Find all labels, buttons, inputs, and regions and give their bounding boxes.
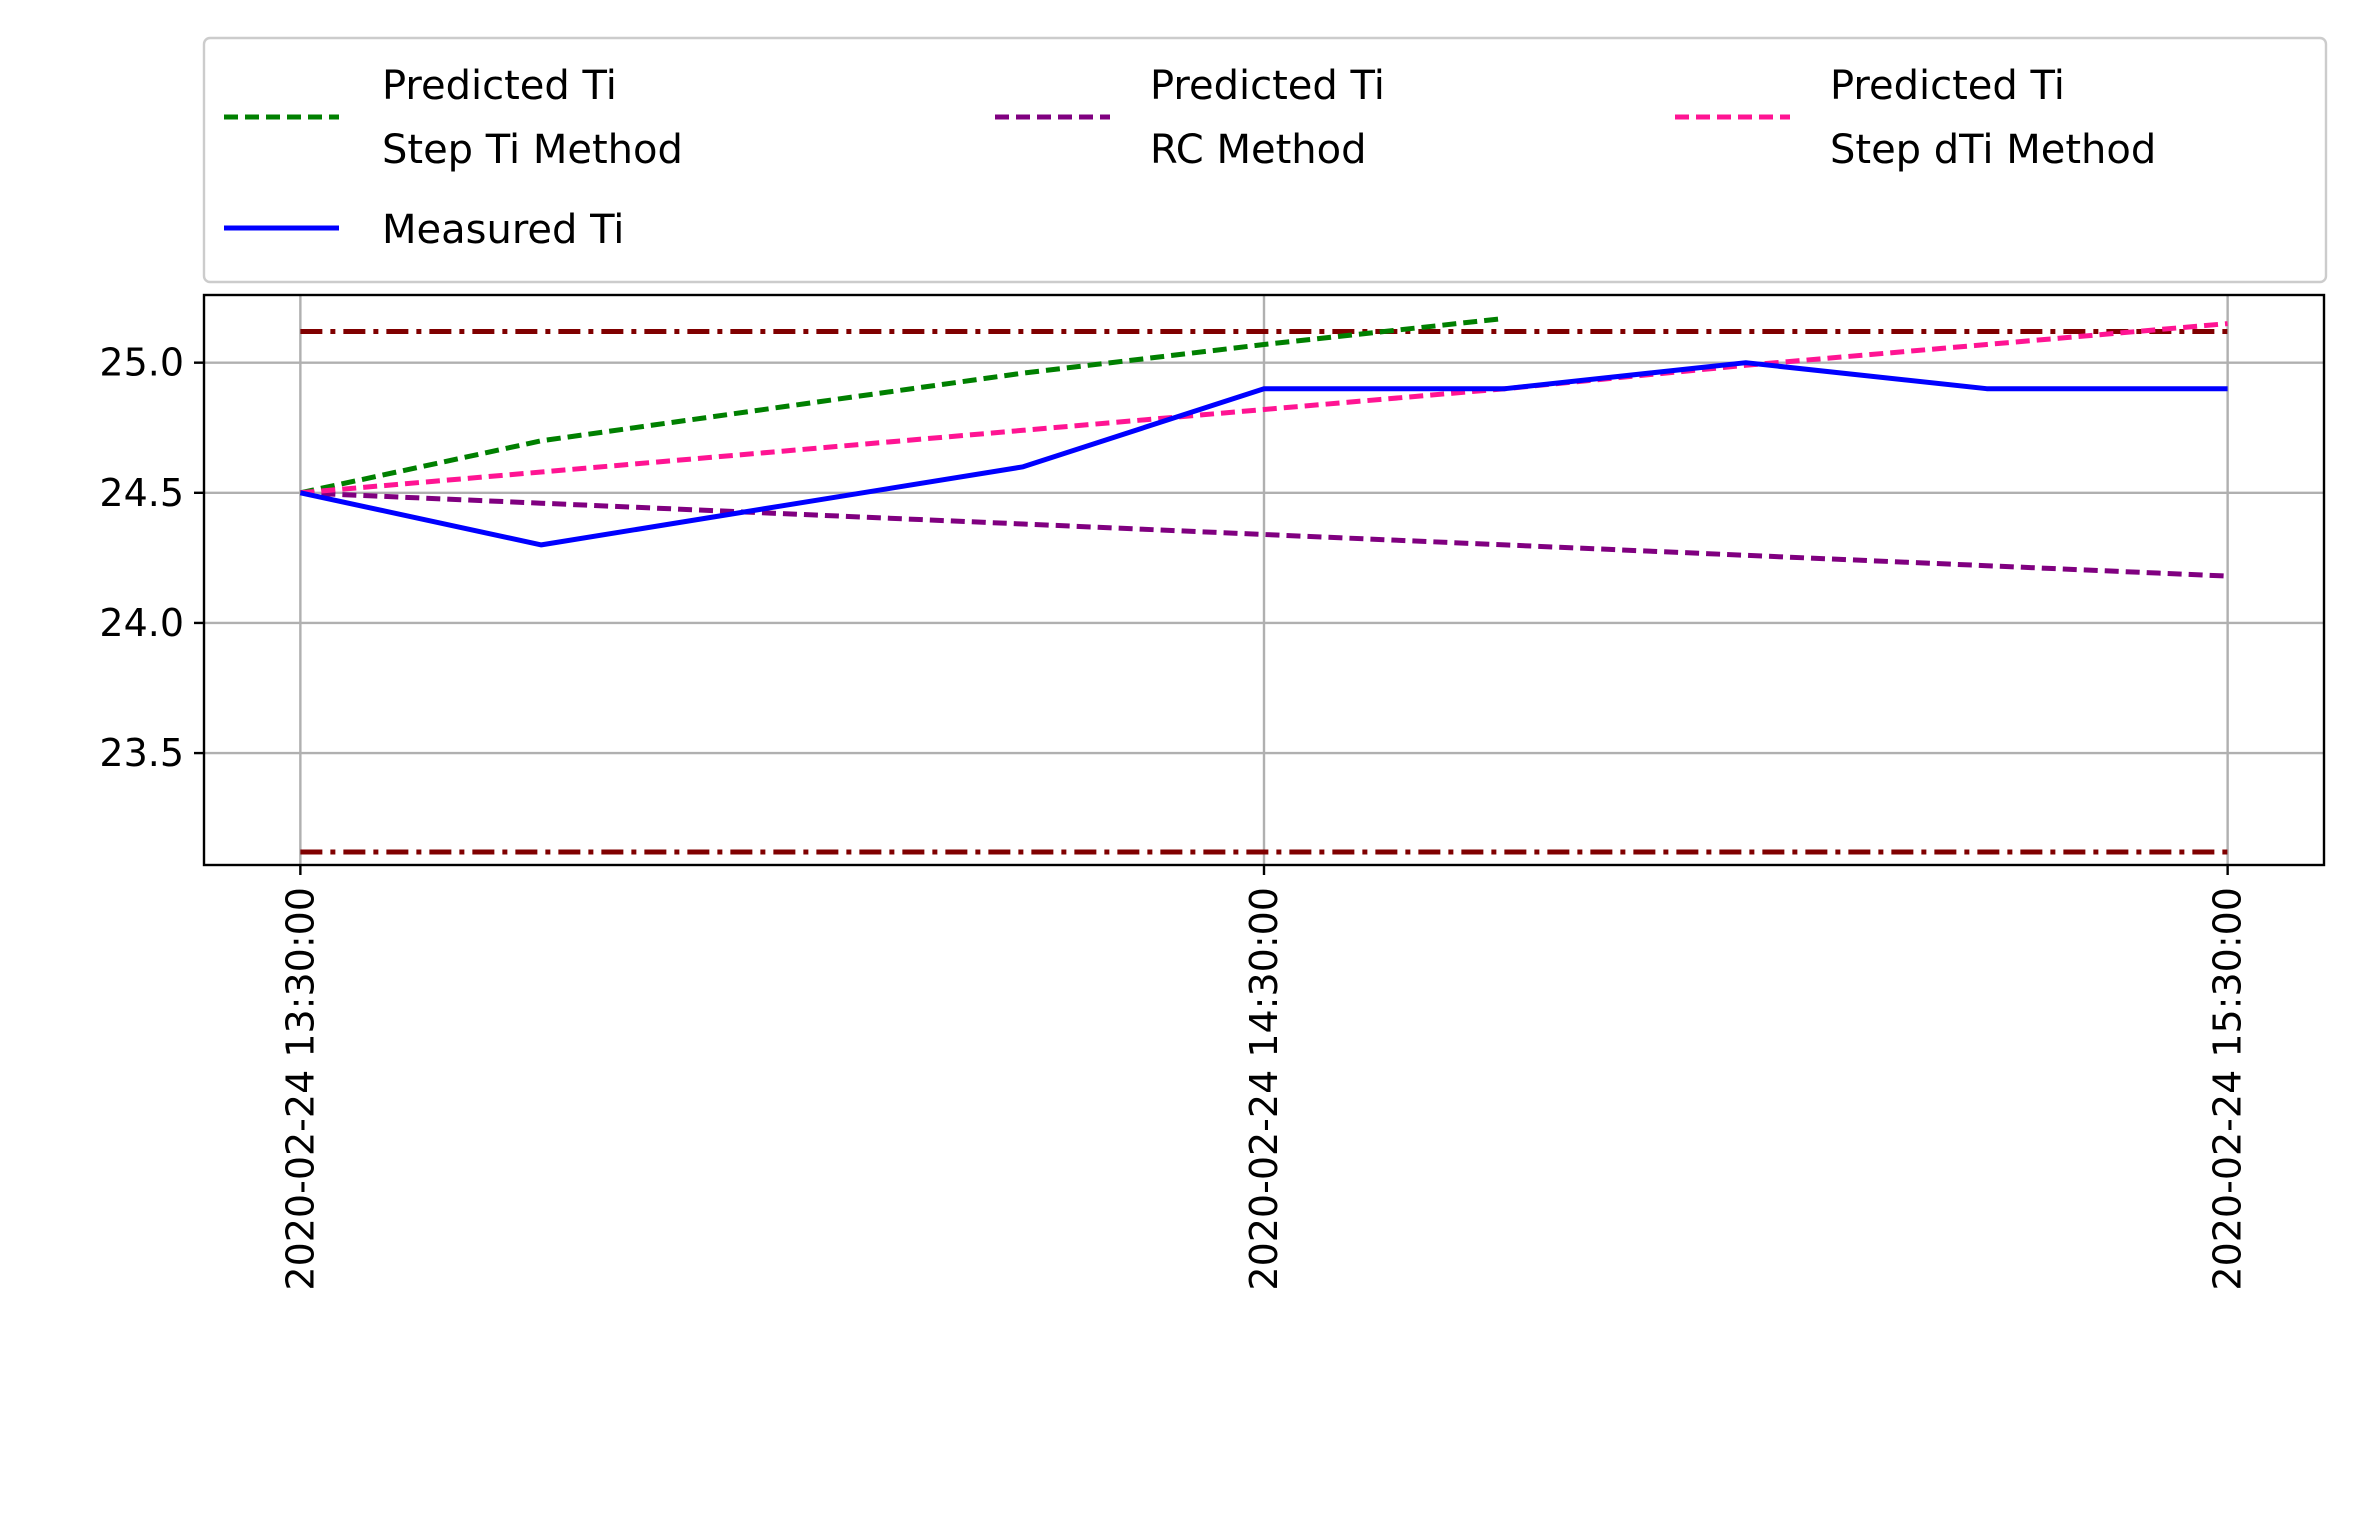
- data-layer: [299, 315, 2228, 855]
- x-tick-label: 2020-02-24 13:30:00: [278, 887, 322, 1291]
- y-tick-label: 24.5: [99, 471, 184, 515]
- y-axis: 23.5 24.0 24.5 25.0: [99, 341, 204, 775]
- rc-predicted-line: [300, 490, 2228, 579]
- legend-label: Predicted Ti: [1150, 63, 1385, 109]
- measured-ti-line: [299, 360, 2228, 548]
- legend-label: Step Ti Method: [382, 127, 683, 173]
- legend-label: Step dTi Method: [1830, 127, 2156, 173]
- legend-item-step-dti: Predicted Ti Step dTi Method: [1675, 63, 2156, 173]
- legend-label: RC Method: [1150, 127, 1366, 173]
- y-tick-label: 25.0: [99, 341, 184, 385]
- legend-label: Predicted Ti: [1830, 63, 2065, 109]
- legend-item-rc: Predicted Ti RC Method: [995, 63, 1385, 173]
- legend-box: [202, 36, 2328, 284]
- legend-item-measured-ti: Measured Ti: [224, 207, 624, 253]
- step-ti-predicted-line: [299, 315, 1506, 496]
- legend-item-step-ti: Predicted Ti Step Ti Method: [224, 63, 683, 173]
- x-tick-label: 2020-02-24 15:30:00: [2206, 887, 2250, 1291]
- y-tick-label: 24.0: [99, 601, 184, 645]
- legend-label: Predicted Ti: [382, 63, 617, 109]
- y-tick-label: 23.5: [99, 731, 184, 775]
- step-dti-predicted-line: [300, 321, 2228, 496]
- legend-label: Measured Ti: [382, 207, 624, 253]
- x-axis: 2020-02-24 13:30:00 2020-02-24 14:30:00 20…: [278, 865, 2250, 1291]
- x-tick-label: 2020-02-24 14:30:00: [1242, 887, 1286, 1291]
